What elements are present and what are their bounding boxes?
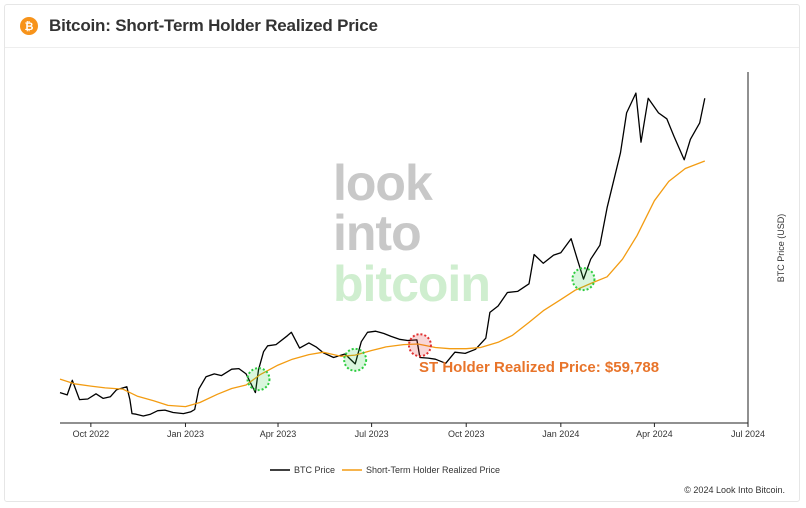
green-marker xyxy=(246,367,271,392)
x-tick-label: Jan 2024 xyxy=(542,429,579,439)
sth-realized-price-line xyxy=(59,160,706,408)
x-tick-label: Oct 2022 xyxy=(73,429,110,439)
btc-price-line xyxy=(59,92,706,417)
chart-title: Bitcoin: Short-Term Holder Realized Pric… xyxy=(49,16,378,35)
watermark-into: into xyxy=(333,205,421,261)
chart-card: ₿ Bitcoin: Short-Term Holder Realized Pr… xyxy=(4,4,800,502)
red-marker xyxy=(407,333,432,358)
x-tick-label: Jul 2023 xyxy=(355,429,389,439)
legend: BTC Price Short-Term Holder Realized Pric… xyxy=(270,465,500,475)
green-marker xyxy=(571,267,596,292)
x-tick-label: Apr 2023 xyxy=(260,429,297,439)
annotation-label: ST Holder Realized Price: $59,788 xyxy=(419,359,659,376)
watermark-look: look xyxy=(333,155,433,211)
watermark-bitcoin: bitcoin xyxy=(333,256,490,312)
green-marker xyxy=(343,347,368,372)
x-tick-label: Jul 2024 xyxy=(731,429,765,439)
legend-sth-label: Short-Term Holder Realized Price xyxy=(366,465,500,475)
x-tick-label: Apr 2024 xyxy=(636,429,673,439)
copyright-footer: © 2024 Look Into Bitcoin. xyxy=(684,485,785,495)
bitcoin-icon: ₿ xyxy=(20,17,38,35)
legend-btc-label: BTC Price xyxy=(294,465,335,475)
x-tick-label: Oct 2023 xyxy=(448,429,485,439)
chart-header: ₿ Bitcoin: Short-Term Holder Realized Pr… xyxy=(5,5,799,48)
y-axis-label: BTC Price (USD) xyxy=(776,214,786,283)
x-tick-label: Jan 2023 xyxy=(167,429,204,439)
